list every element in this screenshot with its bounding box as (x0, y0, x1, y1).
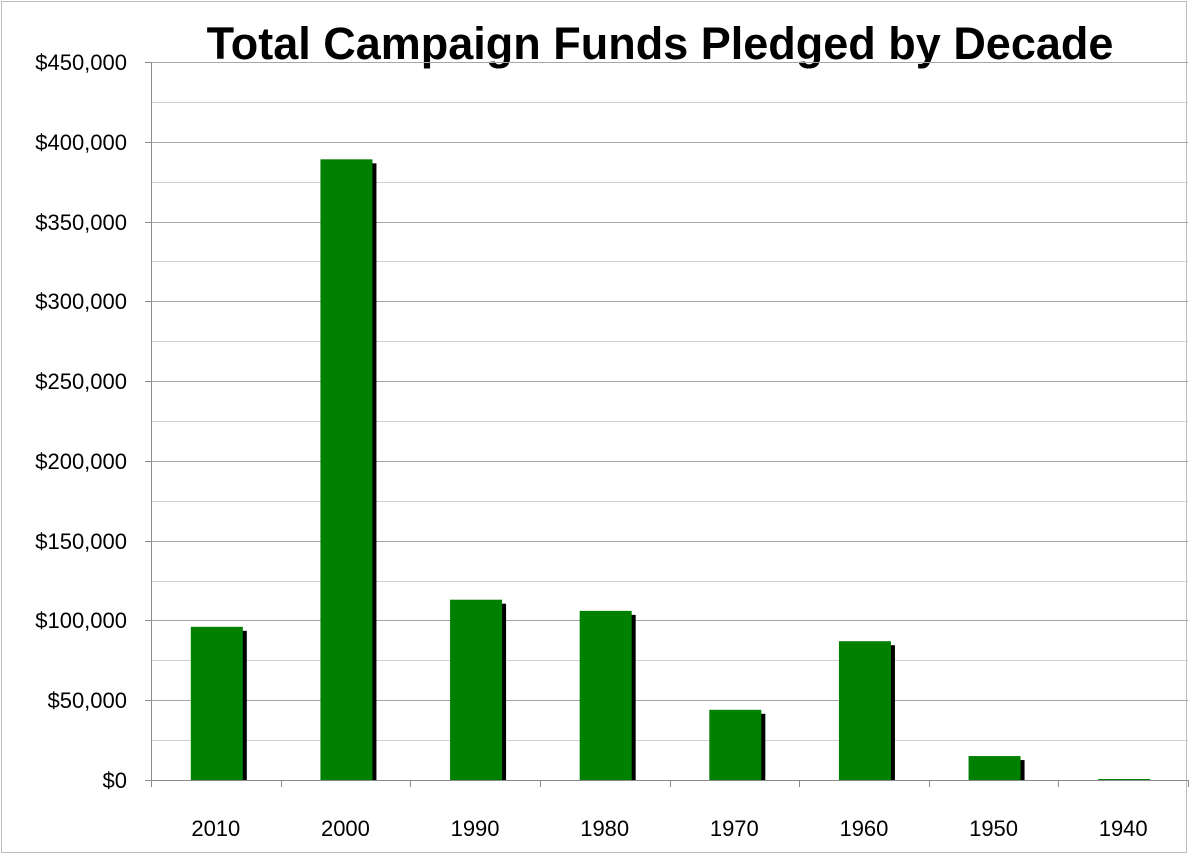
bar-1980 (579, 610, 632, 780)
axes (145, 62, 1189, 787)
y-tick-label: $350,000 (35, 210, 127, 235)
y-tick-label: $50,000 (47, 688, 127, 713)
bar-1940 (1098, 779, 1151, 780)
bar-1970 (709, 709, 762, 780)
y-tick-label: $200,000 (35, 449, 127, 474)
y-tick-label: $100,000 (35, 608, 127, 633)
bar-1990 (450, 599, 503, 780)
y-tick-labels: $0 $50,000 $100,000 $150,000 $200,000 $250,00… (35, 50, 127, 793)
y-tick-label: $450,000 (35, 50, 127, 75)
bar-1960 (838, 641, 891, 780)
x-tick-label: 1960 (839, 816, 888, 841)
bars (190, 159, 1151, 781)
x-tick-label: 2010 (191, 816, 240, 841)
bar-2000 (320, 159, 373, 781)
grid-lines (151, 62, 1188, 741)
y-tick-label: $150,000 (35, 529, 127, 554)
y-tick-label: $400,000 (35, 130, 127, 155)
x-tick-label: 1980 (580, 816, 629, 841)
y-tick-label: $250,000 (35, 369, 127, 394)
y-tick-label: $0 (103, 768, 127, 793)
y-tick-label: $300,000 (35, 289, 127, 314)
x-tick-label: 1970 (710, 816, 759, 841)
chart-title: Total Campaign Funds Pledged by Decade (206, 18, 1114, 69)
x-tick-label: 2000 (321, 816, 370, 841)
bar-1950 (968, 756, 1021, 780)
x-tick-label: 1940 (1099, 816, 1148, 841)
x-tick-label: 1990 (451, 816, 500, 841)
bar-2010 (190, 626, 243, 780)
x-tick-label: 1950 (969, 816, 1018, 841)
x-tick-labels: 2010 2000 1990 1980 1970 1960 1950 1940 (191, 816, 1147, 841)
